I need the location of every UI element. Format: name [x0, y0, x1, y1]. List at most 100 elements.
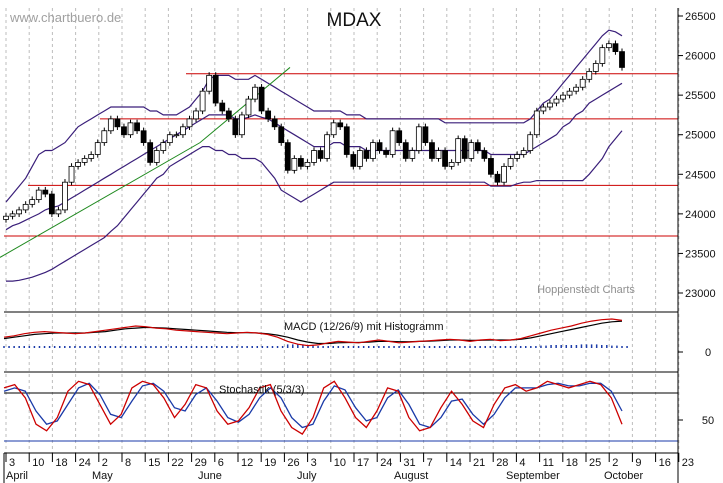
candle-body	[553, 98, 560, 104]
candle-body	[560, 94, 566, 100]
candle-body	[304, 162, 311, 167]
x-tick-label: 25	[589, 457, 601, 469]
candle-body	[415, 126, 422, 151]
candle-body	[612, 43, 619, 53]
candle-body	[579, 78, 586, 88]
candle-body	[573, 86, 580, 92]
candle-body	[330, 122, 337, 136]
x-tick-label: 23	[682, 457, 694, 469]
x-tick-label: 19	[264, 457, 276, 469]
candle-body	[186, 118, 193, 128]
candle-body	[48, 193, 55, 215]
candle-body	[297, 158, 304, 167]
x-tick-label: 10	[334, 457, 346, 469]
candle-body	[16, 209, 23, 215]
bollinger-lower-line	[6, 130, 623, 282]
x-tick-label: 8	[125, 457, 131, 469]
candle-body	[389, 130, 396, 155]
x-tick-label: 18	[55, 457, 67, 469]
candle-body	[239, 114, 245, 136]
candle-body	[75, 162, 81, 167]
candle-body	[324, 134, 331, 159]
candle-body	[429, 142, 435, 159]
candle-body	[42, 189, 49, 195]
y-tick-label: 24000	[685, 209, 716, 221]
x-tick-label: 4	[519, 457, 525, 469]
candle-body	[343, 126, 350, 155]
candle-body	[88, 154, 95, 159]
candle-body	[121, 126, 127, 136]
candle-body	[107, 118, 114, 132]
candle-body	[435, 150, 442, 159]
candle-body	[455, 138, 462, 163]
y-tick-label: 26500	[685, 11, 716, 23]
candle-body	[62, 181, 68, 211]
x-tick-label: 10	[32, 457, 44, 469]
candle-body	[258, 86, 265, 112]
x-tick-label: 26	[287, 457, 299, 469]
x-tick-label: 7	[427, 457, 433, 469]
candle-body	[173, 134, 180, 137]
candle-body	[245, 98, 252, 116]
candle-body	[422, 126, 429, 144]
candle-body	[278, 126, 285, 144]
y-tick-label: 26000	[685, 51, 716, 63]
candle-body	[180, 126, 186, 136]
candle-body	[619, 51, 625, 68]
month-label: April	[6, 470, 28, 482]
candle-body	[166, 134, 173, 144]
candle-body	[481, 150, 488, 159]
bollinger-upper-line	[5, 29, 623, 203]
candle-body	[586, 71, 593, 80]
candle-body	[396, 130, 403, 144]
candle-body	[193, 110, 199, 120]
candle-body	[448, 162, 455, 167]
month-label: August	[394, 470, 428, 482]
candle-body	[547, 102, 553, 108]
candle-body	[514, 154, 521, 159]
x-tick-label: 24	[380, 457, 392, 469]
candle-body	[284, 142, 291, 171]
x-tick-label: 6	[218, 457, 224, 469]
candle-body	[461, 138, 468, 159]
candle-body	[474, 142, 481, 151]
watermark: www.chartbuero.de	[9, 10, 121, 25]
candle-body	[383, 150, 389, 155]
candle-body	[232, 118, 239, 136]
x-tick-label: 28	[496, 457, 508, 469]
candle-body	[140, 130, 147, 144]
candle-body	[356, 150, 363, 167]
candle-body	[363, 150, 370, 159]
candle-body	[212, 74, 219, 104]
x-tick-label: 11	[543, 457, 554, 469]
x-tick-label: 3	[311, 457, 317, 469]
candle-body	[127, 122, 134, 136]
y-tick-label: 24500	[685, 169, 716, 181]
candle-body	[94, 142, 101, 155]
candle-body	[501, 165, 507, 183]
x-tick-label: 16	[659, 457, 671, 469]
candle-body	[160, 142, 167, 151]
candle-body	[442, 150, 448, 167]
x-tick-label: 17	[357, 457, 369, 469]
x-tick-label: 24	[79, 457, 91, 469]
axes: 3 10 18 24 2 8 15 22 29 6 12 19 26 3 10 17 24 31 7 14 21 28 4 1…	[3, 8, 716, 483]
candle-body	[540, 106, 547, 112]
candle-body	[468, 142, 475, 159]
y-tick-label: 23500	[685, 248, 716, 260]
stochastic-panel	[3, 380, 678, 442]
candle-body	[55, 209, 62, 215]
candle-body	[134, 122, 140, 132]
candle-body	[225, 110, 232, 120]
y-tick-label: 23000	[685, 288, 716, 300]
chart-title: MDAX	[327, 10, 382, 31]
month-label: July	[297, 470, 317, 482]
grid	[5, 8, 680, 453]
candle-body	[376, 142, 383, 151]
candle-body	[153, 150, 160, 163]
candle-body	[370, 142, 376, 159]
candle-body	[592, 63, 599, 72]
y-tick-label: 0	[705, 347, 711, 359]
x-tick-label: 2	[612, 457, 618, 469]
